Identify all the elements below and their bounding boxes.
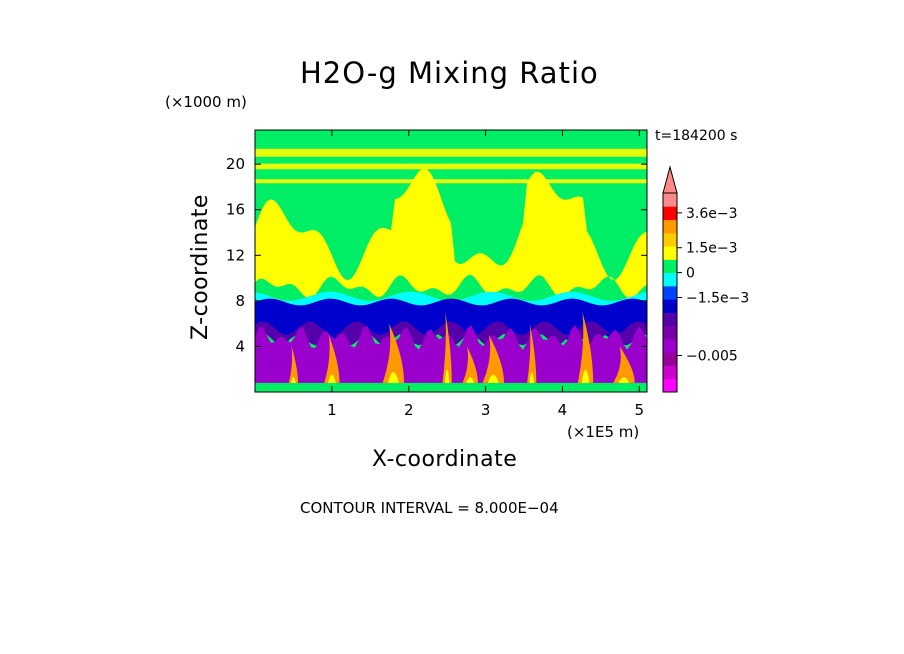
field-plume-core — [581, 369, 590, 383]
chart-title: H2O-g Mixing Ratio — [300, 56, 599, 90]
colorbar-cell — [663, 378, 677, 393]
x-tick-label: 5 — [635, 401, 645, 419]
colorbar-cell — [663, 285, 677, 300]
colorbar-cell — [663, 365, 677, 380]
field-upper-streak — [255, 179, 647, 184]
plot-frame — [254, 129, 648, 393]
y-axis-unit: (×1000 m) — [165, 93, 247, 111]
field-plume — [577, 312, 594, 383]
x-tick-label: 2 — [404, 401, 414, 419]
field-plume-core — [328, 374, 336, 383]
field-plume — [288, 346, 299, 383]
field-plume — [442, 312, 452, 383]
colorbar-label: 1.5e−3 — [686, 241, 738, 257]
field-plume-core — [529, 372, 535, 383]
field-plume-core — [466, 377, 475, 383]
x-tick-label: 1 — [327, 401, 337, 419]
field-plume-core — [291, 377, 296, 383]
field-plume — [324, 335, 340, 383]
colorbar-extend-max — [662, 165, 678, 194]
field-plume — [482, 335, 505, 383]
colorbar-cell — [663, 219, 677, 234]
field-yellow-band — [255, 168, 647, 299]
colorbar-cell — [663, 259, 677, 274]
field-plume — [527, 323, 537, 383]
x-axis-unit: (×1E5 m) — [567, 423, 640, 441]
colorbar-label: 3.6e−3 — [686, 206, 738, 222]
colorbar-label: 0 — [686, 266, 695, 282]
y-tick-label: 16 — [226, 201, 245, 219]
field-ground-green — [255, 382, 647, 392]
field-plume — [382, 323, 405, 383]
colorbar-cell — [663, 193, 677, 207]
field-plume-core — [487, 374, 499, 383]
field-plume — [462, 346, 478, 383]
contour-interval-note: CONTOUR INTERVAL = 8.000E−04 — [300, 499, 559, 517]
x-tick-label: 3 — [481, 401, 491, 419]
x-tick-label: 4 — [558, 401, 568, 419]
colorbar-cell — [663, 206, 677, 221]
y-tick-label: 8 — [235, 292, 245, 310]
colorbar-label: −0.005 — [686, 349, 738, 365]
colorbar-label: −1.5e−3 — [686, 290, 749, 306]
colorbar-cell — [663, 325, 677, 340]
colorbar-cell — [663, 299, 677, 313]
field-plume-core — [444, 369, 450, 383]
colorbar-cell — [663, 246, 677, 260]
colorbar-cell — [663, 232, 677, 247]
colorbar-cell — [663, 338, 677, 353]
y-tick-label: 4 — [235, 337, 245, 355]
field-upper-streak — [255, 148, 647, 157]
colorbar-cell — [663, 352, 677, 366]
field-plume — [613, 346, 635, 383]
colorbar-cell — [663, 312, 677, 327]
field-plume-core — [618, 377, 630, 383]
field-plume-core — [387, 372, 399, 383]
field-purple-base — [255, 324, 647, 386]
colorbar-frame — [662, 192, 678, 393]
colorbar-cell — [663, 272, 677, 287]
field-blue-layer — [255, 298, 647, 340]
y-tick-label: 12 — [226, 246, 245, 264]
time-label: t=184200 s — [655, 128, 738, 144]
y-tick-label: 20 — [226, 155, 245, 173]
field-upper-streak — [255, 163, 647, 170]
x-axis-label: X-coordinate — [372, 447, 518, 472]
